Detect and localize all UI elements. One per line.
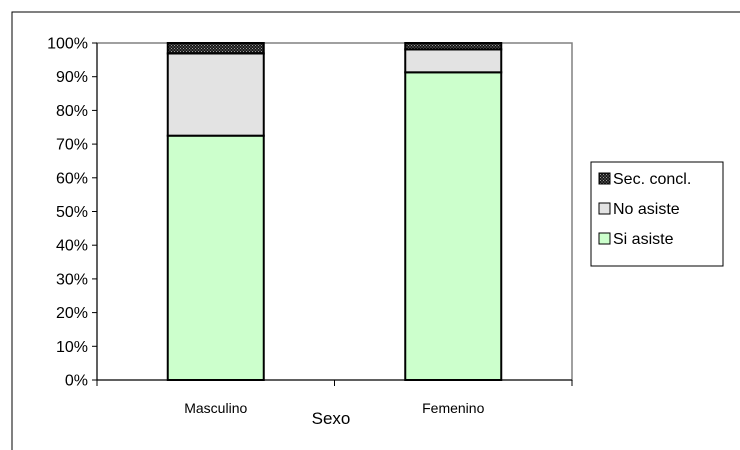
y-tick-label: 80% (56, 103, 88, 120)
y-tick-label: 0% (65, 373, 88, 390)
y-tick-label: 50% (56, 204, 88, 221)
y-tick-label: 100% (47, 36, 88, 53)
x-category-label: Masculino (184, 400, 247, 416)
legend-label-sec-concl: Sec. concl. (613, 171, 691, 188)
bar-no-asiste-masculino (166, 52, 265, 137)
y-tick-label: 10% (56, 339, 88, 356)
x-category-label: Femenino (422, 400, 484, 416)
axes-group: 0% 10% 20% 30% 40% 50% 60% 70% 80% 90% 100% Masculi… (47, 36, 573, 416)
x-axis-title: Sexo (312, 409, 351, 428)
legend: Sec. concl. No asiste Si asiste (590, 161, 724, 267)
legend-swatch-no-asiste (598, 202, 611, 215)
bar-si-asiste-femenino (404, 71, 503, 381)
bar-sec-concl-masculino (166, 42, 265, 55)
legend-label-no-asiste: No asiste (613, 201, 680, 218)
bar-no-asiste-femenino (404, 48, 503, 74)
y-tick-label: 70% (56, 137, 88, 154)
outer-frame (11, 11, 740, 450)
y-tick-label: 90% (56, 69, 88, 86)
y-tick-label: 60% (56, 170, 88, 187)
legend-label-si-asiste: Si asiste (613, 231, 674, 248)
bars-group (166, 42, 503, 381)
bar-sec-concl-femenino (404, 42, 503, 51)
legend-box (590, 161, 724, 267)
legend-swatch-sec-concl (598, 172, 611, 185)
legend-swatch-si-asiste (598, 232, 611, 245)
y-tick-label: 20% (56, 305, 88, 322)
y-tick-label: 40% (56, 238, 88, 255)
bar-si-asiste-masculino (166, 134, 265, 381)
y-tick-label: 30% (56, 271, 88, 288)
